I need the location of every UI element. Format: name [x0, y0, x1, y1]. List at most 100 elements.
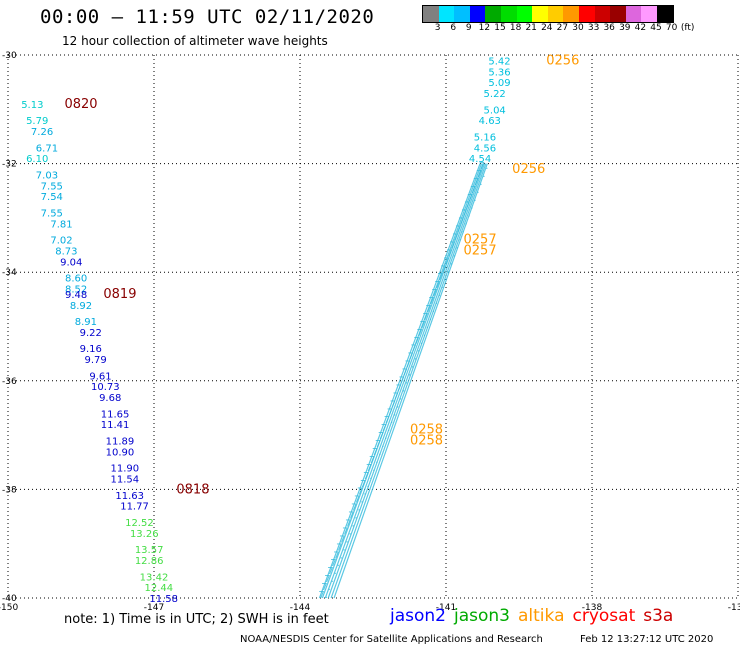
wave-height-value: 7.26	[31, 127, 53, 138]
map-subtitle: 12 hour collection of altimeter wave hei…	[62, 34, 328, 48]
color-scale-tick: 3	[434, 23, 441, 33]
lat-label: -30	[2, 51, 17, 61]
altimeter-tracks: 7.7.7.7.7.7.7.7.7.7.7.7.7.7.7.7.7.7.7.7.…	[318, 161, 488, 601]
altika-track-mark: 7.	[419, 320, 429, 331]
wave-height-value: 12.44	[145, 583, 174, 594]
altika-track-mark: 7.	[467, 193, 477, 204]
lat-label: -34	[2, 268, 17, 278]
color-scale-tick: 12	[478, 23, 491, 33]
color-swatch	[610, 6, 626, 22]
wave-height-value: 10.90	[106, 447, 135, 458]
altika-track-mark: 7.	[402, 368, 412, 379]
altika-track-mark: 7.	[411, 344, 421, 355]
wave-height-value: 4.56	[474, 143, 496, 154]
satellite-legend: jason2 jason3 altika cryosat s3a	[390, 606, 681, 626]
legend-item-s3a: s3a	[643, 606, 674, 626]
wave-height-value: 12.86	[135, 556, 164, 567]
color-scale-tick: 21	[525, 23, 537, 33]
color-swatch	[500, 6, 517, 22]
lon-label: -150	[0, 603, 18, 613]
altika-track-mark: 7.	[449, 240, 459, 251]
wave-height-value: 5.22	[484, 89, 506, 100]
lon-label: -144	[290, 603, 311, 613]
wave-height-value: 5.13	[21, 100, 43, 111]
altika-track-mark: 7.	[416, 328, 426, 339]
color-swatch	[625, 6, 642, 22]
altika-track-mark: 7.	[336, 542, 346, 553]
wave-height-value: 9.61	[89, 371, 111, 382]
wave-height-value: 4.63	[479, 116, 501, 127]
pass-time-label: 0820	[64, 97, 97, 112]
wave-height-value: 11.65	[101, 409, 130, 420]
graticule-grid	[7, 54, 739, 599]
color-swatch	[563, 6, 579, 22]
altika-track-mark: 7.	[381, 423, 391, 434]
wave-height-value: 7.02	[50, 236, 72, 247]
color-scale-tick: 15	[494, 23, 506, 33]
altika-track-mark: 7.	[455, 225, 465, 236]
color-scale-tick: 33	[587, 23, 600, 33]
altika-track-mark: 7.	[461, 209, 471, 220]
altika-track-mark: 7.	[458, 217, 468, 228]
color-swatch	[594, 6, 611, 22]
wave-height-points: 5.135.797.266.716.107.037.557.547.557.81…	[21, 56, 510, 605]
altika-track-mark: 7.	[357, 487, 367, 498]
altika-track-mark: 7.	[387, 407, 397, 418]
altika-track-mark: 7.	[321, 582, 331, 593]
wave-height-value: 7.81	[50, 219, 72, 230]
wave-height-value: 9.48	[65, 290, 87, 301]
wave-height-value: 7.03	[36, 170, 58, 181]
color-swatch	[641, 6, 657, 22]
altika-track-mark: 7.	[384, 415, 394, 426]
altika-track-mark: 7.	[446, 248, 456, 259]
altika-track-mark: 7.	[434, 280, 444, 291]
color-swatch	[578, 6, 595, 22]
lon-label: -135	[728, 603, 740, 613]
wave-height-value: 6.10	[26, 154, 48, 165]
color-scale-tick: 39	[619, 23, 631, 33]
color-swatch	[454, 6, 470, 22]
wave-height-value: 7.54	[41, 192, 63, 203]
altika-track-mark: 7.	[440, 264, 450, 275]
wave-height-value: 9.68	[99, 393, 121, 404]
wave-height-value: 8.52	[65, 284, 87, 295]
altika-track-mark: 7.	[369, 455, 379, 466]
wave-height-value: 5.09	[488, 78, 510, 89]
legend-item-altika: altika	[518, 606, 565, 626]
altika-track-mark: 7.	[324, 574, 334, 585]
altika-track-mark: 7.	[425, 304, 435, 315]
map-title: 00:00 – 11:59 UTC 02/11/2020	[40, 6, 375, 28]
wave-height-value: 11.54	[110, 475, 139, 486]
altika-track-mark: 7.	[375, 439, 385, 450]
altika-track-mark: 7.	[372, 447, 382, 458]
altika-track-mark: 7.	[330, 558, 340, 569]
altika-track-mark: 7.	[473, 177, 483, 188]
lat-label: -32	[2, 160, 17, 170]
altika-track-mark: 7.	[464, 201, 474, 212]
color-swatch	[532, 6, 548, 22]
wave-height-value: 9.22	[80, 328, 102, 339]
wave-height-value: 12.52	[125, 518, 154, 529]
wave-height-value: 8.92	[70, 301, 92, 312]
wave-height-value: 11.89	[106, 437, 135, 448]
altika-track-mark: 7.	[327, 566, 337, 577]
wave-height-value: 9.79	[84, 355, 106, 366]
pass-time-label: 0257	[464, 243, 497, 258]
altika-track-mark: 7.	[351, 503, 361, 514]
wave-height-value: 9.16	[80, 344, 102, 355]
color-scale-tick: 18	[509, 23, 522, 33]
altika-track-mark: 7.	[360, 479, 370, 490]
wave-height-value: 8.91	[75, 317, 97, 328]
altika-track-line	[318, 163, 481, 599]
wave-height-value: 13.42	[140, 572, 169, 583]
altika-track-mark: 7.	[443, 256, 453, 267]
wave-height-value: 8.60	[65, 274, 87, 285]
lat-label: -40	[2, 594, 17, 604]
pass-time-label: 0818	[176, 482, 209, 497]
lat-label: -36	[2, 377, 17, 387]
credit-line: NOAA/NESDIS Center for Satellite Applica…	[240, 634, 543, 645]
footnote: note: 1) Time is in UTC; 2) SWH is in fe…	[64, 612, 329, 627]
color-scale-ticks: 3 6 9 12 15 18 21 24 27 30 33 36 39 42 45 70 (ft)	[422, 23, 738, 35]
